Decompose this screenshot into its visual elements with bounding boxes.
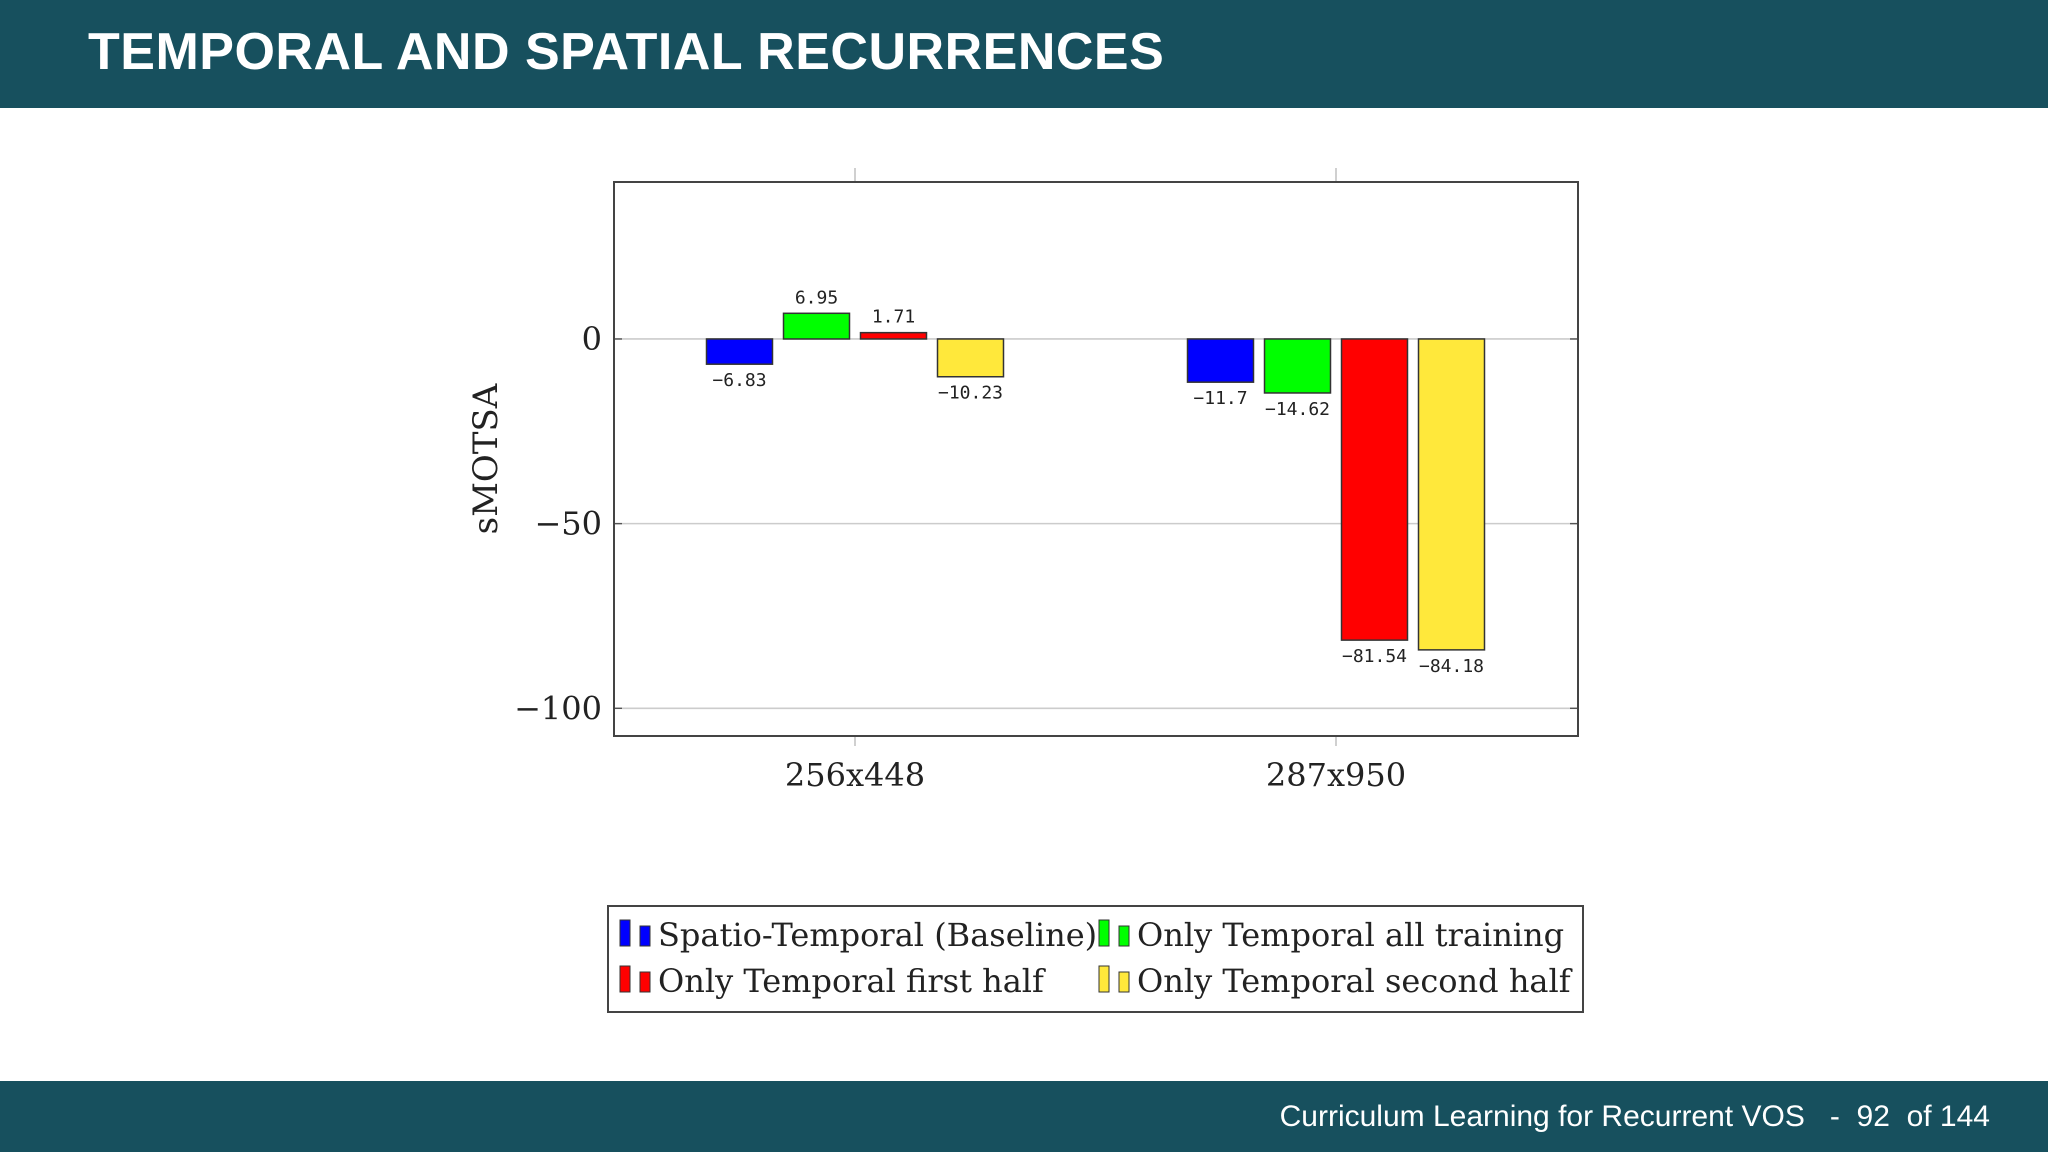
legend-swatch: [619, 965, 631, 993]
data-label: −84.18: [1419, 656, 1484, 677]
data-label: −14.62: [1265, 399, 1330, 420]
data-label: −81.54: [1342, 646, 1407, 667]
legend-swatch: [1118, 971, 1130, 993]
legend-label: Only Temporal first half: [658, 962, 1046, 1000]
x-tick-label: 256x448: [785, 756, 925, 794]
page-number: 92: [1856, 1100, 1890, 1133]
y-tick-label: −100: [514, 689, 602, 727]
legend-swatch: [639, 971, 651, 993]
slide-title: TEMPORAL AND SPATIAL RECURRENCES: [88, 23, 1165, 81]
legend-box: [607, 905, 1584, 1013]
legend-label: Spatio-Temporal (Baseline): [658, 916, 1097, 954]
legend-label: Only Temporal all training: [1137, 916, 1564, 954]
bar: [705, 338, 774, 365]
bar: [1186, 338, 1255, 383]
slide-header: TEMPORAL AND SPATIAL RECURRENCES: [0, 0, 2048, 108]
data-label: −6.83: [712, 370, 766, 391]
bar: [1263, 338, 1332, 394]
y-tick-label: −50: [534, 505, 602, 543]
footer-info: Curriculum Learning for Recurrent VOS - …: [1280, 1099, 1990, 1135]
data-label: 6.95: [795, 287, 838, 308]
footer-separator: -: [1829, 1100, 1840, 1133]
data-label: 1.71: [872, 307, 915, 328]
footer-title: Curriculum Learning for Recurrent VOS: [1279, 1100, 1805, 1133]
plot-frame: [613, 181, 1579, 737]
legend-swatch: [619, 919, 631, 947]
slide-footer: Curriculum Learning for Recurrent VOS - …: [0, 1081, 2048, 1152]
x-tick-label: 287x950: [1266, 756, 1406, 794]
legend-label: Only Temporal second half: [1137, 962, 1573, 1000]
y-tick-label: 0: [582, 320, 602, 358]
bar-chart: 0 −50 −100 sMOTSA 256x448 287x950 −6.83 −11.7 6.…: [466, 168, 1584, 1013]
legend-swatch: [1098, 919, 1110, 947]
legend-swatch: [1118, 925, 1130, 947]
legend-swatch: [1098, 965, 1110, 993]
y-axis-label: sMOTSA: [466, 383, 506, 534]
data-label: −11.7: [1193, 388, 1247, 409]
bar: [1417, 338, 1486, 651]
data-label: −10.23: [938, 383, 1003, 404]
bar: [936, 338, 1005, 378]
bar: [859, 331, 928, 340]
bar: [782, 312, 851, 340]
bar: [1340, 338, 1409, 641]
page-total: of 144: [1906, 1100, 1990, 1133]
legend-swatch: [639, 925, 651, 947]
